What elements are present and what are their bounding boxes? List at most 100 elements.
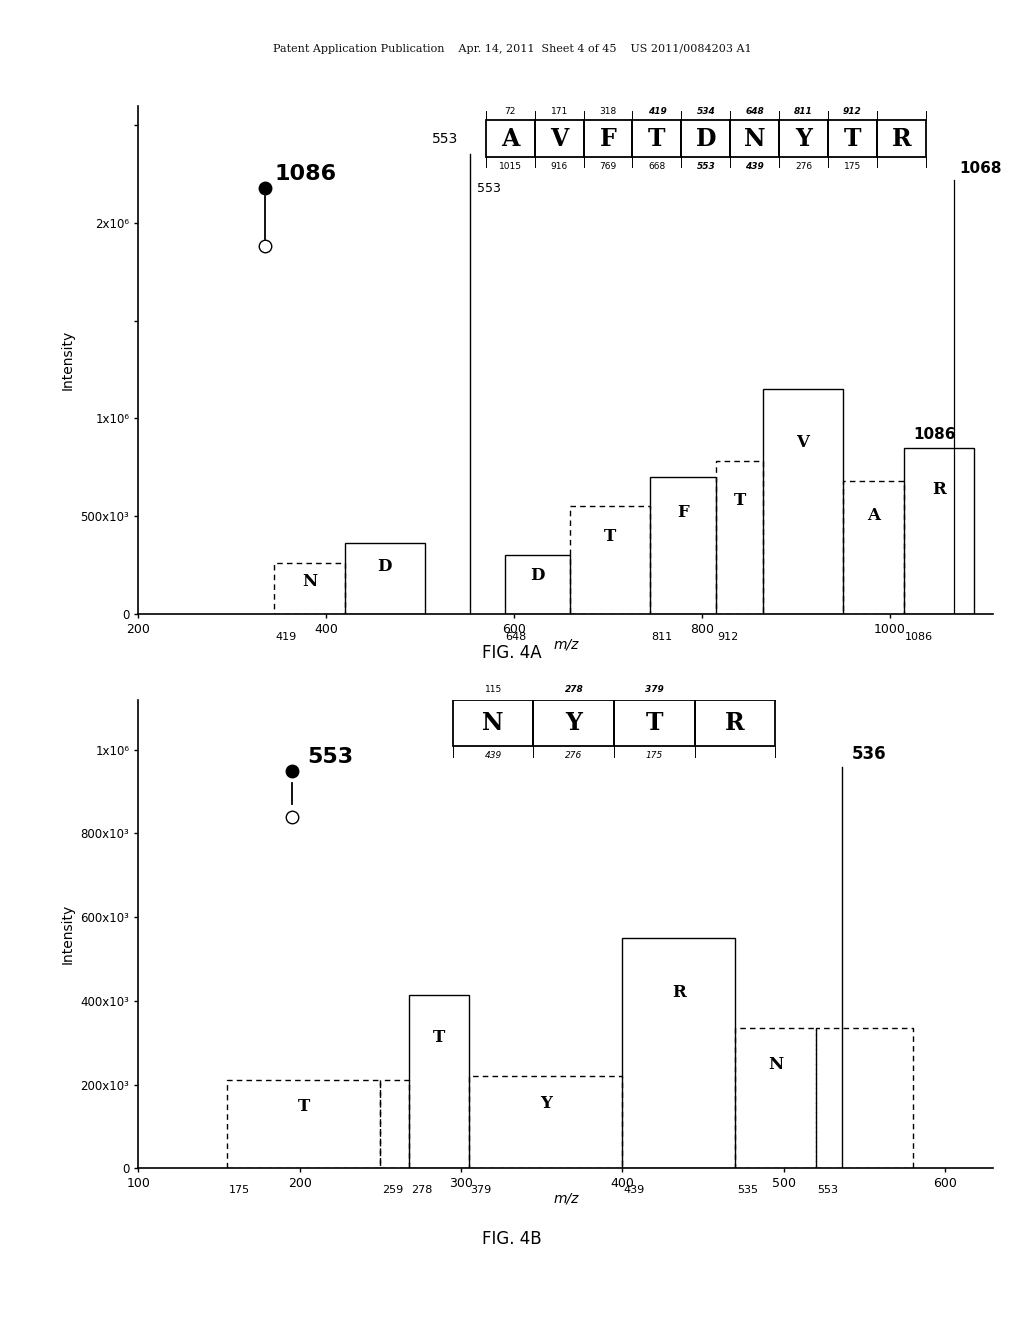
Text: R: R [933,480,946,498]
Text: 115: 115 [484,685,502,694]
Text: 912: 912 [843,107,862,116]
Text: 171: 171 [551,107,567,116]
Text: A: A [501,127,519,150]
Text: F: F [677,504,689,521]
Bar [584,120,633,157]
Text: R: R [672,985,685,1001]
X-axis label: m/z: m/z [553,638,579,651]
Bar [828,120,877,157]
Text: 439: 439 [484,751,502,760]
Text: 648: 648 [506,631,527,642]
Bar [410,994,469,1168]
Text: D: D [530,566,545,583]
Bar [570,507,650,614]
Y-axis label: Intensity: Intensity [60,904,75,964]
Bar [345,544,425,614]
Text: 553: 553 [477,182,502,195]
Text: 379: 379 [645,685,664,694]
Text: Patent Application Publication    Apr. 14, 2011  Sheet 4 of 45    US 2011/008420: Patent Application Publication Apr. 14, … [272,44,752,54]
Text: 811: 811 [794,107,813,116]
Text: 1086: 1086 [274,164,337,183]
Text: 72: 72 [505,107,516,116]
X-axis label: m/z: m/z [553,1192,579,1205]
Bar [453,700,534,746]
Bar [877,120,926,157]
Text: T: T [733,492,745,508]
Bar [695,700,775,746]
Text: T: T [298,1098,309,1115]
Text: Y: Y [540,1094,552,1111]
Text: R: R [725,710,745,735]
Text: 648: 648 [745,107,764,116]
Text: 811: 811 [651,631,673,642]
Bar [633,120,681,157]
Bar [505,556,570,614]
Bar [380,1080,410,1168]
Text: FIG. 4B: FIG. 4B [482,1230,542,1249]
Bar [535,120,584,157]
Text: 536: 536 [851,744,886,763]
Text: 1068: 1068 [959,161,1001,176]
Text: V: V [797,434,809,451]
Bar [469,1076,623,1168]
Text: 553: 553 [307,747,353,767]
Text: 175: 175 [646,751,664,760]
Text: D: D [695,127,716,150]
Bar [274,562,345,614]
Text: 535: 535 [737,1184,758,1195]
Text: 276: 276 [565,751,583,760]
Bar [486,120,535,157]
Text: T: T [604,528,616,545]
Text: Y: Y [565,710,583,735]
Bar [843,480,904,614]
Text: 278: 278 [411,1184,432,1195]
Text: 259: 259 [382,1184,403,1195]
Text: A: A [867,507,880,524]
Text: N: N [482,710,504,735]
Text: 175: 175 [228,1184,250,1195]
Text: 439: 439 [624,1184,645,1195]
Bar [716,461,763,614]
Text: 534: 534 [696,107,715,116]
Text: T: T [844,127,861,150]
Text: T: T [433,1030,445,1047]
Bar [227,1080,380,1168]
Text: 553: 553 [817,1184,839,1195]
Text: 439: 439 [745,162,764,170]
Text: V: V [550,127,568,150]
Text: 276: 276 [795,162,812,170]
Text: 916: 916 [551,162,567,170]
Text: T: T [648,127,666,150]
Text: N: N [743,127,765,150]
Bar [904,447,975,614]
Text: 278: 278 [564,685,584,694]
Text: 668: 668 [648,162,666,170]
Text: 553: 553 [696,162,715,170]
Bar [681,120,730,157]
Text: 912: 912 [717,631,738,642]
Text: D: D [378,557,392,574]
Text: 318: 318 [599,107,616,116]
Bar [816,1028,912,1168]
Bar [763,389,843,614]
Text: 1015: 1015 [499,162,522,170]
Text: 419: 419 [275,631,297,642]
Text: Y: Y [795,127,812,150]
Text: 553: 553 [431,132,458,145]
Text: 175: 175 [844,162,861,170]
Bar [623,939,735,1168]
Text: T: T [646,710,664,735]
Text: 769: 769 [599,162,616,170]
Bar [735,1028,816,1168]
Text: 1086: 1086 [905,631,933,642]
Y-axis label: Intensity: Intensity [60,330,75,389]
Bar [730,120,779,157]
Text: 379: 379 [471,1184,492,1195]
Text: 1086: 1086 [913,426,956,442]
Text: R: R [891,127,911,150]
Text: F: F [600,127,616,150]
Bar [779,120,828,157]
Text: FIG. 4A: FIG. 4A [482,644,542,663]
Bar [534,700,614,746]
Text: 419: 419 [647,107,667,116]
